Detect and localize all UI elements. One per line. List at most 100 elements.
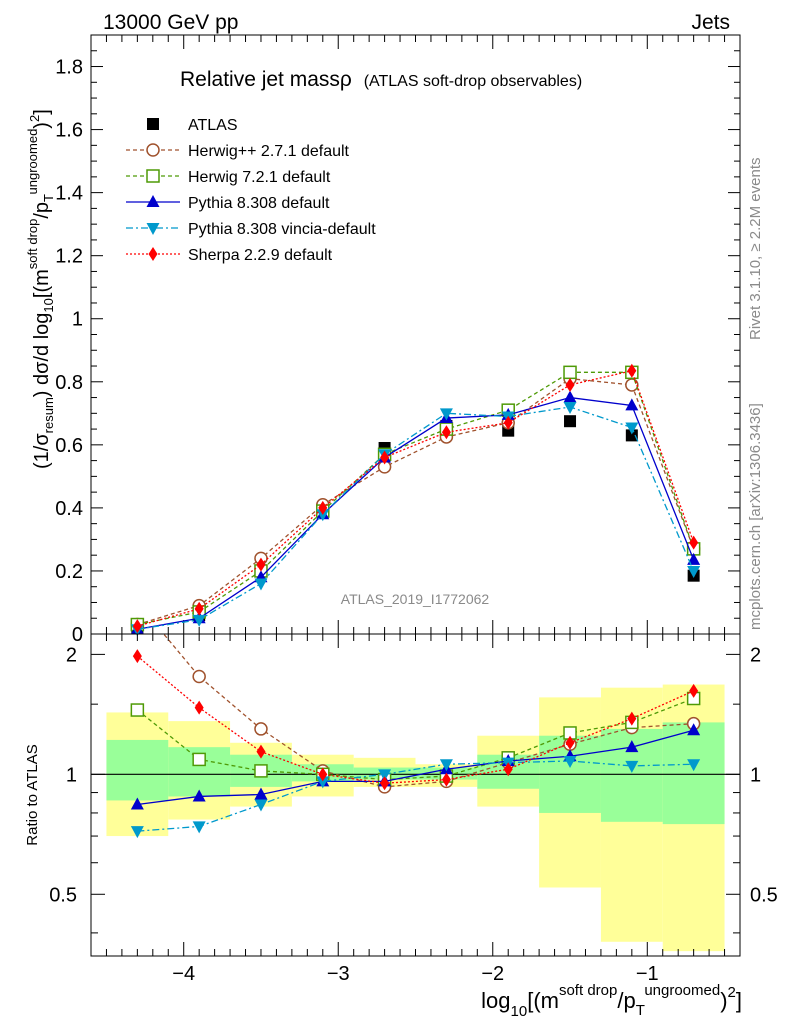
ratio-y-tick-label-right: 1 (750, 764, 761, 786)
main-y-tick-label: 1.4 (55, 183, 83, 205)
legend-marker (148, 247, 158, 261)
mcplots-reference-label: mcplots.cern.ch [arXiv:1306.3436] (747, 403, 764, 630)
data-point (503, 415, 513, 430)
legend-entry: Herwig 7.2.1 default (126, 169, 331, 186)
x-tick-label: −2 (481, 963, 504, 985)
legend-entry: Pythia 8.308 vincia-default (126, 221, 376, 238)
ratio-data-point (130, 797, 144, 810)
main-y-axis-label: (1/σresum) dσ/d log10[(msoft drop/pTungr… (25, 109, 56, 469)
data-point (441, 425, 451, 440)
series-line (137, 371, 695, 626)
ratio-data-point (130, 703, 145, 717)
legend-label: Herwig 7.2.1 default (188, 169, 331, 186)
ratio-data-point (254, 799, 268, 812)
legend-label: Sherpa 2.2.9 default (188, 247, 333, 264)
legend-marker (147, 118, 159, 130)
x-tick-label: −3 (327, 963, 350, 985)
ratio-series-group (130, 634, 701, 839)
data-point (563, 390, 577, 403)
legend-entry: Pythia 8.308 default (126, 195, 330, 212)
main-y-tick-label: 1.2 (55, 246, 83, 268)
legend-marker (146, 169, 160, 183)
header-energy-label: 13000 GeV pp (103, 11, 238, 34)
x-tick-label: −1 (636, 963, 659, 985)
ratio-data-point (192, 789, 206, 802)
analysis-watermark: ATLAS_2019_I1772062 (341, 591, 490, 607)
ratio-band-green (106, 739, 169, 801)
header-process-label: Jets (691, 11, 730, 34)
ratio-data-point (625, 740, 639, 753)
main-panel: 0 0.2 0.4 0.6 0.8 1 1.2 1.4 1.6 1.8 (55, 34, 741, 646)
main-axes: 0 0.2 0.4 0.6 0.8 1 1.2 1.4 1.6 1.8 (55, 35, 740, 646)
legend-entry: ATLAS (147, 117, 238, 134)
data-point (625, 398, 639, 411)
data-point (132, 619, 142, 634)
data-point (256, 557, 266, 572)
plot-title: Relative jet massρ (ATLAS soft-drop obse… (180, 68, 582, 91)
x-axis-label: log10[(msoft drop/pTungroomed)2] (481, 982, 742, 1020)
ratio-data-point (627, 711, 637, 726)
main-y-tick-label: 1.6 (55, 120, 83, 142)
ratio-series-line (137, 729, 694, 806)
ratio-y-tick-label: 1 (66, 764, 77, 786)
ratio-data-point (316, 776, 330, 789)
ratio-series-sherpa-2-2-9-default (132, 649, 699, 791)
main-y-tick-label: 1 (72, 309, 83, 331)
ratio-data-point (254, 764, 268, 778)
main-y-tick-label: 0.8 (55, 372, 83, 394)
ratio-data-point (192, 821, 206, 834)
ratio-band-green (662, 722, 725, 825)
data-point (192, 614, 206, 627)
ratio-data-point (625, 760, 639, 773)
ratio-y-tick-label: 2 (66, 644, 77, 666)
data-point (689, 535, 699, 550)
main-y-tick-label: 1.8 (55, 57, 83, 79)
x-tick-label: −4 (172, 963, 195, 985)
ratio-data-point (318, 767, 328, 782)
legend-label: Herwig++ 2.7.1 default (188, 143, 350, 160)
series-line (137, 369, 695, 627)
data-point (563, 365, 577, 380)
main-y-tick-label: 0 (72, 624, 83, 646)
legend-marker (146, 195, 160, 207)
data-point (625, 422, 639, 435)
legend-label: Pythia 8.308 default (188, 195, 330, 212)
data-point (380, 450, 390, 465)
ratio-series-line (136, 655, 694, 784)
ratio-y-tick-label-right: 2 (750, 644, 761, 666)
data-point (318, 500, 328, 515)
data-point (316, 509, 330, 522)
ratio-series-line (162, 634, 694, 788)
data-point (565, 377, 575, 392)
ratio-panel: 0.5 0.5 1 1 2 2 −4 −3 −2 −1 (49, 633, 778, 985)
ratio-data-point (689, 683, 699, 698)
ratio-axes: 0.5 0.5 1 1 2 2 −4 −3 −2 −1 (49, 634, 778, 985)
ratio-data-point (687, 723, 701, 736)
series-line (137, 396, 695, 630)
data-point (625, 378, 639, 392)
ratio-frame (90, 633, 741, 957)
plot-title-sub: (ATLAS soft-drop observables) (364, 73, 582, 90)
data-point (194, 601, 204, 616)
data-point (564, 415, 577, 428)
data-point (563, 402, 577, 415)
ratio-data-point (194, 700, 204, 715)
main-y-tick-label: 0.2 (55, 561, 83, 583)
ratio-series-line (136, 697, 694, 781)
ratio-data-point (254, 787, 268, 800)
ratio-data-point (130, 826, 144, 839)
data-point (687, 565, 701, 578)
rivet-version-label: Rivet 3.1.10, ≥ 2.2M events (747, 158, 764, 341)
ratio-data-point (441, 772, 451, 787)
ratio-series-line (137, 760, 694, 832)
main-y-tick-label: 0.4 (55, 498, 83, 520)
ratio-data-point (565, 735, 575, 750)
ratio-data-point (192, 669, 206, 684)
ratio-data-point (687, 759, 701, 772)
ratio-y-axis-label: Ratio to ATLAS (24, 744, 41, 845)
legend-marker (146, 223, 160, 235)
ratio-data-point (503, 762, 513, 777)
main-y-tick-label: 0.6 (55, 435, 83, 457)
ratio-data-point (192, 752, 206, 767)
